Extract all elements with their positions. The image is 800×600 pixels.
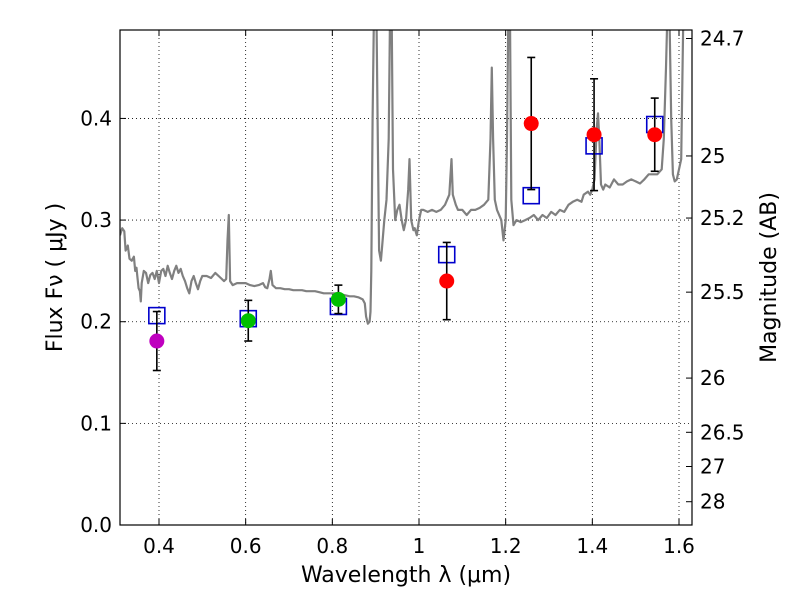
right-tick-label: 28 <box>700 490 725 514</box>
x-tick-label: 0.8 <box>316 534 348 558</box>
right-tick-label: 26.5 <box>700 420 745 444</box>
x-tick-label: 1.6 <box>663 534 695 558</box>
x-tick-label: 0.6 <box>230 534 262 558</box>
observed-photometry <box>149 56 663 372</box>
y-tick-label: 0.1 <box>80 411 112 435</box>
x-tick-label: 1.4 <box>576 534 608 558</box>
x-axis: 0.4 0.6 0.8 1 1.2 1.4 1.6 <box>143 30 695 558</box>
y-axis-right: 24.7 25 25.2 25.5 26 26.5 27 28 <box>686 27 745 514</box>
y-tick-label: 0.4 <box>80 106 112 130</box>
observed-point <box>240 313 256 329</box>
y-tick-label: 0.0 <box>80 513 112 537</box>
y-axis-label: Flux Fν ( μJy ) <box>43 203 68 352</box>
right-axis-label: Magnitude (AB) <box>757 192 782 363</box>
observed-point <box>586 127 602 143</box>
right-tick-label: 24.7 <box>700 27 745 51</box>
observed-point <box>523 116 539 132</box>
x-tick-label: 1.2 <box>490 534 522 558</box>
right-tick-label: 27 <box>700 455 725 479</box>
y-tick-label: 0.3 <box>80 208 112 232</box>
right-tick-label: 25.5 <box>700 280 745 304</box>
spectrum-line <box>120 30 685 325</box>
x-axis-label: Wavelength λ (μm) <box>301 563 511 588</box>
y-axis-left: 0.0 0.1 0.2 0.3 0.4 <box>80 106 126 537</box>
y-tick-label: 0.2 <box>80 310 112 334</box>
x-tick-label: 0.4 <box>143 534 175 558</box>
observed-point <box>439 273 455 289</box>
observed-point <box>647 127 663 143</box>
observed-point <box>330 291 346 307</box>
right-tick-label: 26 <box>700 366 725 390</box>
plot-frame <box>119 29 693 526</box>
model-spectrum <box>120 30 685 325</box>
observed-point <box>149 333 165 349</box>
grid-lines <box>120 30 692 526</box>
right-tick-label: 25.2 <box>700 206 745 230</box>
right-tick-label: 25 <box>700 144 725 168</box>
x-tick-label: 1 <box>413 534 426 558</box>
